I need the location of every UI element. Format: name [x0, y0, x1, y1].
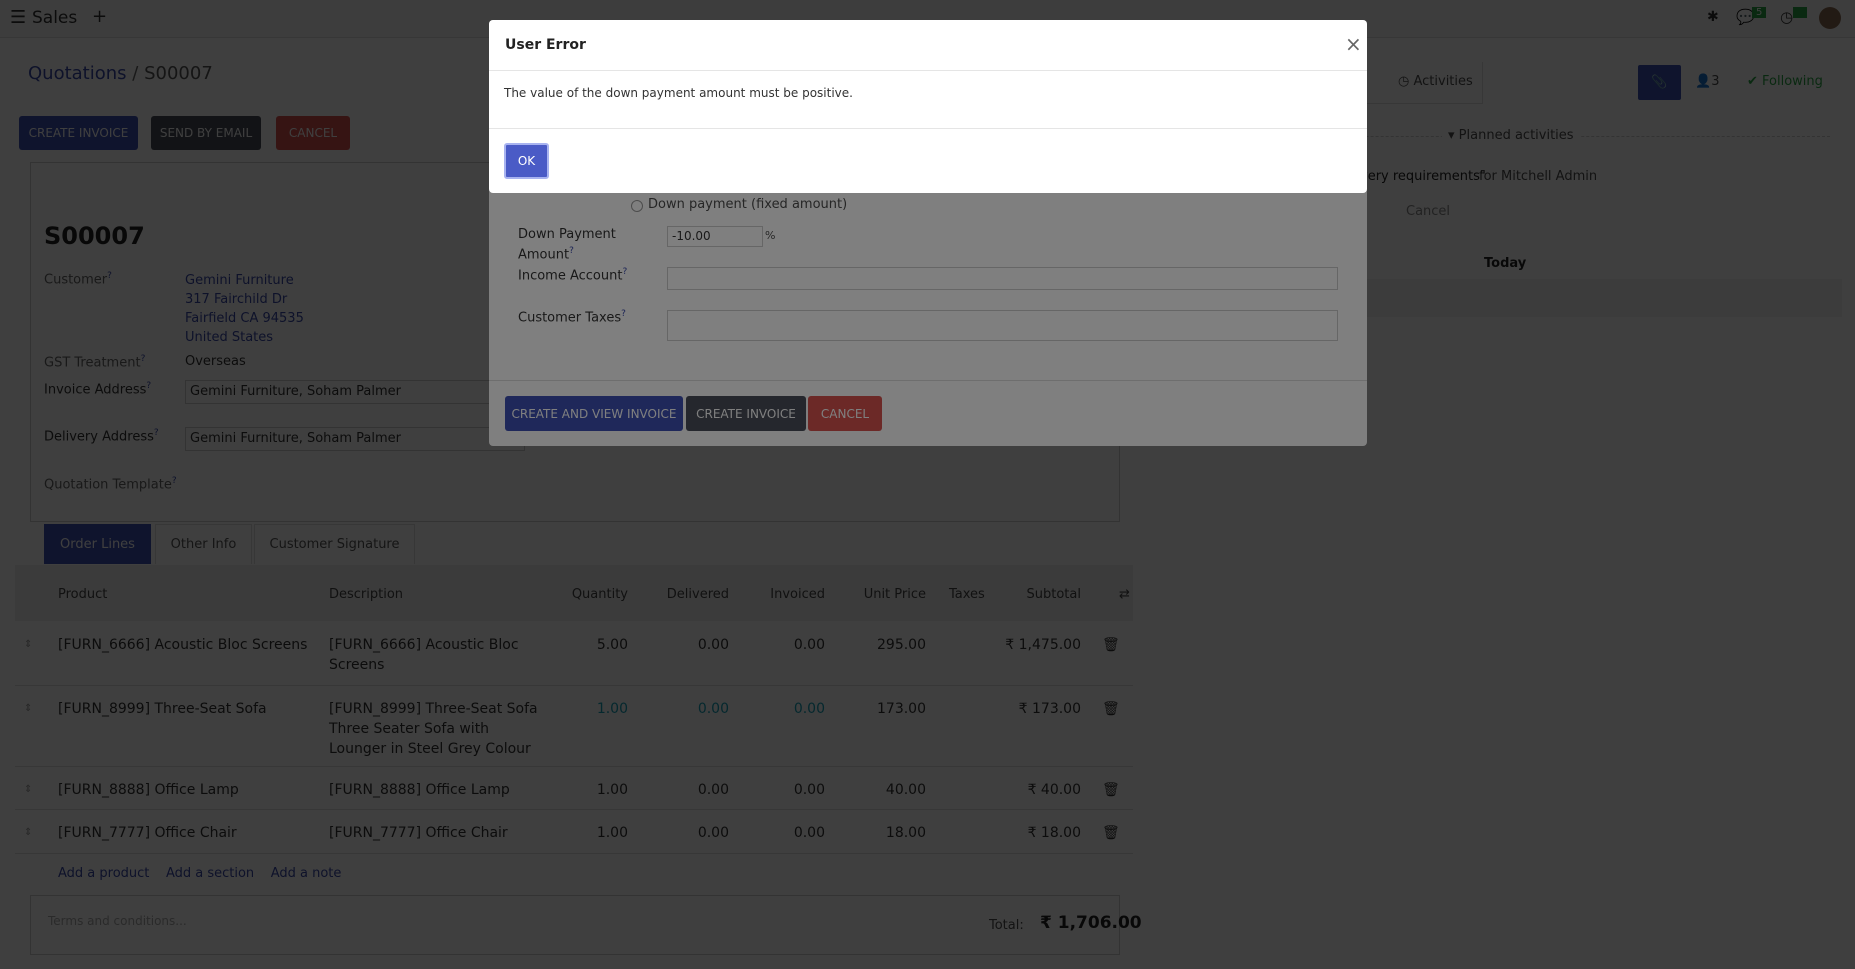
divider	[489, 128, 1367, 129]
error-message: The value of the down payment amount mus…	[504, 86, 853, 100]
user-error-dialog: User Error × The value of the down payme…	[489, 20, 1367, 193]
ok-button[interactable]: OK	[504, 143, 549, 179]
dialog-title: User Error	[505, 37, 586, 53]
close-icon[interactable]: ×	[1345, 32, 1362, 56]
divider	[489, 70, 1367, 71]
